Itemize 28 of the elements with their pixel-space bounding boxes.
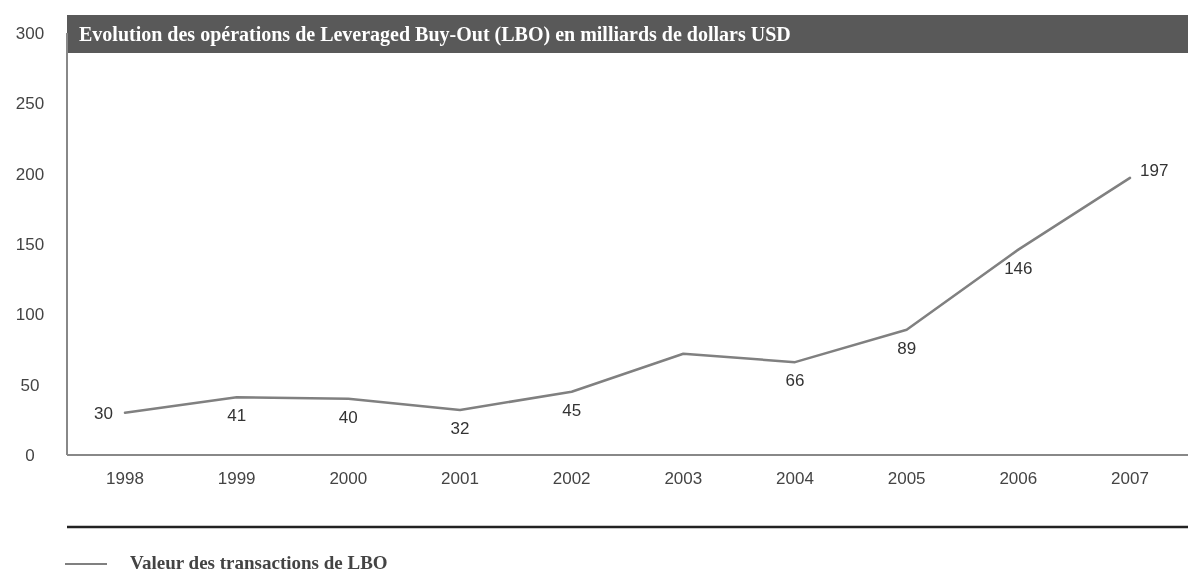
x-tick-label: 2007	[1111, 469, 1149, 488]
x-tick-label: 2004	[776, 469, 814, 488]
data-label: 66	[785, 371, 805, 391]
data-label: 41	[227, 406, 247, 426]
y-tick-label: 150	[15, 235, 45, 254]
y-tick-label: 250	[15, 94, 45, 114]
y-tick-label: 50	[20, 375, 40, 395]
x-tick-label: 2002	[552, 469, 591, 488]
data-label: 146	[1004, 258, 1033, 278]
data-label: 89	[897, 338, 917, 358]
y-tick-label: 200	[15, 164, 45, 184]
x-tick-label: 2006	[999, 469, 1038, 488]
x-tick-label: 2000	[329, 469, 368, 488]
data-label: 45	[562, 400, 582, 420]
x-tick-label: 1998	[106, 469, 144, 488]
y-tick-label: 0	[25, 446, 35, 465]
data-label: 40	[338, 407, 358, 427]
x-tick-label: 1999	[217, 469, 256, 488]
x-tick-label: 2003	[664, 469, 703, 488]
x-tick-label: 2001	[441, 469, 479, 488]
data-label: 30	[94, 403, 113, 423]
y-tick-label: 100	[15, 305, 45, 325]
x-tick-label: 2005	[887, 469, 926, 488]
chart-title: Evolution des opérations de Leveraged Buy-Out (LBO) en milliards de dollars USD	[79, 23, 791, 46]
data-label: 32	[450, 418, 470, 438]
y-tick-label: 300	[15, 24, 45, 43]
legend-label: Valeur des transactions de LBO	[130, 552, 388, 572]
data-label: 197	[1140, 160, 1169, 180]
